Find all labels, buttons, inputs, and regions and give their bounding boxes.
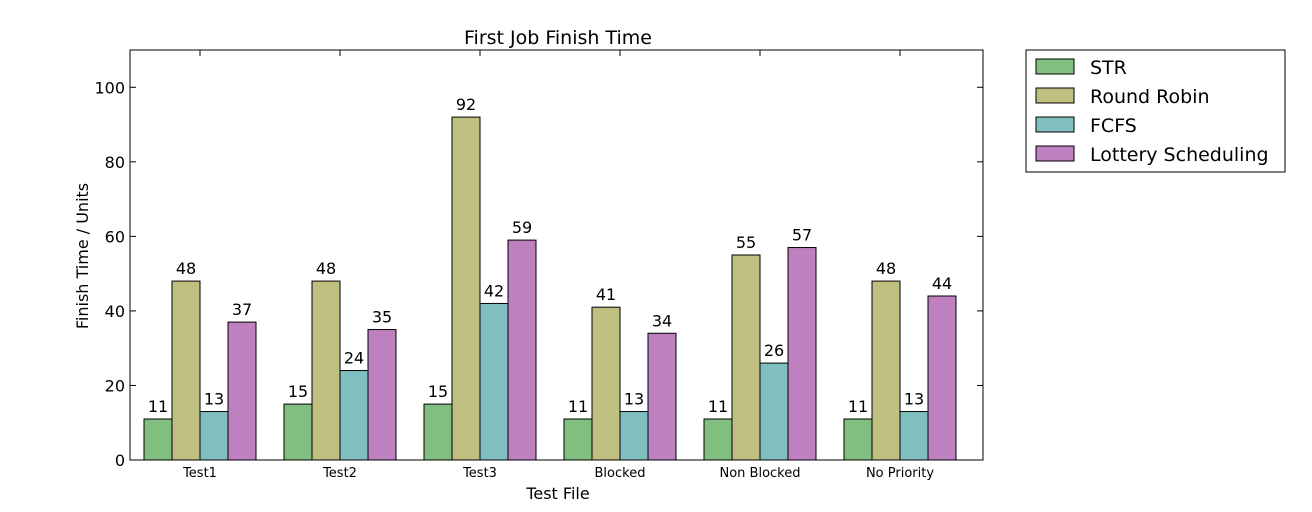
- y-tick-label: 60: [105, 227, 125, 246]
- legend-label: STR: [1090, 57, 1127, 79]
- y-tick-label: 40: [105, 302, 125, 321]
- data-label: 11: [708, 397, 728, 416]
- data-label: 24: [344, 349, 364, 368]
- x-tick-label: No Priority: [866, 466, 934, 481]
- x-tick-label: Test1: [182, 466, 217, 481]
- y-axis-title: Finish Time / Units: [73, 183, 92, 329]
- bar-fcfs-no-priority: [899, 411, 929, 461]
- data-label: 48: [316, 259, 336, 278]
- y-tick-label: 0: [115, 451, 125, 470]
- bar-round-robin-blocked: [591, 306, 621, 461]
- data-label: 48: [876, 259, 896, 278]
- bar-lottery-scheduling-test3: [507, 239, 537, 461]
- data-label: 41: [596, 285, 616, 304]
- chart-title: First Job Finish Time: [464, 27, 652, 49]
- data-label: 37: [232, 300, 252, 319]
- bar-lottery-scheduling-blocked: [647, 332, 677, 461]
- legend-swatch: [1035, 58, 1075, 75]
- data-label: 34: [652, 311, 672, 330]
- data-label: 42: [484, 281, 504, 300]
- data-label: 13: [904, 390, 924, 409]
- data-label: 11: [848, 397, 868, 416]
- bar-fcfs-test3: [479, 302, 509, 461]
- data-label: 13: [204, 390, 224, 409]
- y-tick-label: 80: [105, 153, 125, 172]
- bar-str-test2: [283, 403, 313, 461]
- legend-swatch: [1035, 87, 1075, 104]
- y-tick-label: 20: [105, 376, 125, 395]
- legend-label: Lottery Scheduling: [1090, 144, 1269, 166]
- bar-str-no-priority: [843, 418, 873, 461]
- data-label: 11: [148, 397, 168, 416]
- x-tick-label: Non Blocked: [720, 466, 801, 481]
- y-tick-label: 100: [94, 78, 125, 97]
- bar-lottery-scheduling-no-priority: [927, 295, 957, 461]
- data-label: 55: [736, 233, 756, 252]
- bar-str-test3: [423, 403, 453, 461]
- legend-label: FCFS: [1090, 115, 1137, 137]
- x-axis-title: Test File: [525, 484, 589, 503]
- bar-round-robin-test3: [451, 116, 481, 461]
- plot-frame: [129, 49, 984, 461]
- bar-str-blocked: [563, 418, 593, 461]
- data-label: 13: [624, 390, 644, 409]
- data-label: 15: [288, 382, 308, 401]
- x-tick-label: Test2: [322, 466, 357, 481]
- bar-str-non-blocked: [703, 418, 733, 461]
- data-label: 92: [456, 95, 476, 114]
- data-label: 35: [372, 308, 392, 327]
- bar-lottery-scheduling-test1: [227, 321, 257, 461]
- bar-lottery-scheduling-non-blocked: [787, 247, 817, 461]
- data-label: 44: [932, 274, 952, 293]
- legend-swatch: [1035, 145, 1075, 162]
- data-label: 11: [568, 397, 588, 416]
- bar-round-robin-test2: [311, 280, 341, 461]
- data-label: 26: [764, 341, 784, 360]
- bar-lottery-scheduling-test2: [367, 329, 397, 461]
- bar-str-test1: [143, 418, 173, 461]
- data-label: 59: [512, 218, 532, 237]
- bar-round-robin-non-blocked: [731, 254, 761, 461]
- legend-swatch: [1035, 116, 1075, 133]
- data-label: 57: [792, 226, 812, 245]
- bar-round-robin-no-priority: [871, 280, 901, 461]
- data-label: 15: [428, 382, 448, 401]
- data-label: 48: [176, 259, 196, 278]
- x-tick-label: Blocked: [595, 466, 646, 481]
- bar-fcfs-non-blocked: [759, 362, 789, 461]
- bar-fcfs-test2: [339, 370, 369, 461]
- bar-round-robin-test1: [171, 280, 201, 461]
- legend-label: Round Robin: [1090, 86, 1210, 108]
- legend: STR Round Robin FCFS Lottery Scheduling: [1025, 49, 1286, 173]
- plot-area: 11 15 15 11 11 11 48 48 92 41 55 48 13 24 42 13 26 13 37 35…: [94, 49, 984, 481]
- bar-fcfs-test1: [199, 411, 229, 461]
- bar-fcfs-blocked: [619, 411, 649, 461]
- x-tick-label: Test3: [462, 466, 497, 481]
